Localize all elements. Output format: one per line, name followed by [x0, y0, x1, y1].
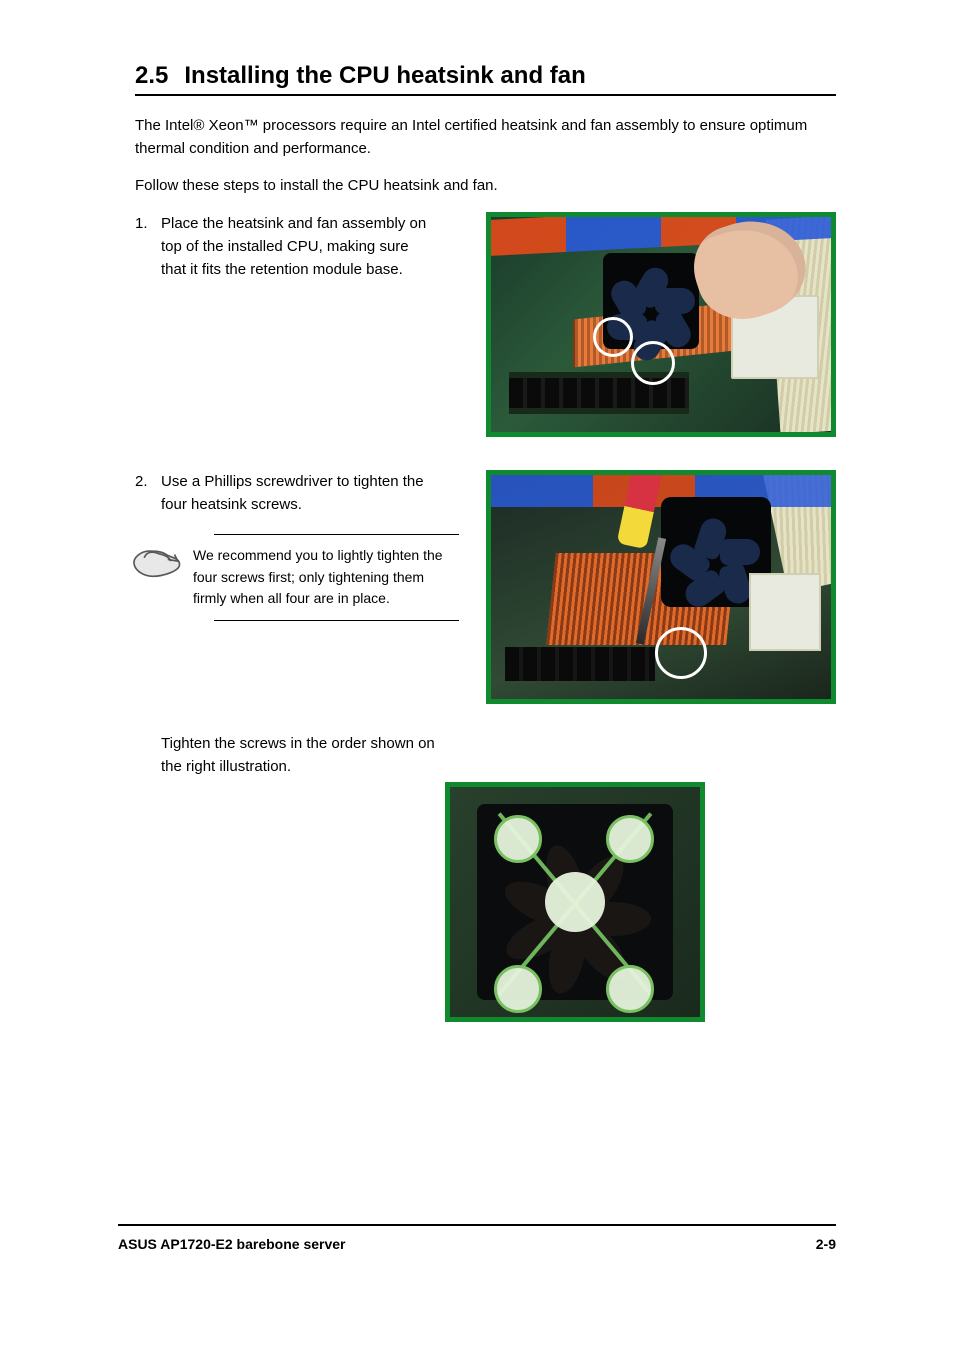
hand-pointer-icon [129, 541, 183, 588]
follow-paragraph: Follow these steps to install the CPU he… [135, 177, 836, 194]
photo-1-place-heatsink [486, 212, 836, 437]
step-1: 1. Place the heatsink and fan assembly o… [135, 212, 435, 282]
step-2-number: 2. [135, 470, 161, 517]
footer-page-number: 2-9 [816, 1236, 836, 1252]
note-rule-bottom [214, 620, 459, 621]
screw-overlay-icon [606, 815, 654, 863]
note-block: We recommend you to lightly tighten the … [129, 534, 459, 621]
step-1-text: Place the heatsink and fan assembly on t… [161, 212, 435, 282]
screw-overlay-icon [494, 815, 542, 863]
page-footer: ASUS AP1720-E2 barebone server 2-9 [118, 1224, 836, 1252]
highlight-circle-icon [593, 317, 633, 357]
photo-3-screw-order [445, 782, 705, 1022]
step-1-number: 1. [135, 212, 161, 282]
photo-2-tighten-screws [486, 470, 836, 704]
section-rule [135, 94, 836, 96]
hub-overlay-icon [545, 872, 605, 932]
section-number: 2.5 [135, 62, 168, 89]
note-text: We recommend you to lightly tighten the … [193, 545, 443, 610]
step-row-1: 1. Place the heatsink and fan assembly o… [135, 212, 836, 442]
step-2-text: Use a Phillips screwdriver to tighten th… [161, 470, 435, 517]
note-rule-top [214, 534, 459, 535]
step-2: 2. Use a Phillips screwdriver to tighten… [135, 470, 435, 517]
footer-left: ASUS AP1720-E2 barebone server [118, 1236, 345, 1252]
step-row-3: Tighten the screws in the order shown on… [135, 732, 836, 1023]
intro-paragraph: The Intel® Xeon™ processors require an I… [135, 114, 836, 161]
step-row-2: 2. Use a Phillips screwdriver to tighten… [135, 470, 836, 704]
footer-rule [118, 1224, 836, 1226]
step-3-text: Tighten the screws in the order shown on… [161, 732, 435, 779]
section-heading: Installing the CPU heatsink and fan [184, 62, 585, 89]
screw-overlay-icon [606, 965, 654, 1013]
highlight-circle-icon [655, 627, 707, 679]
section-title: 2.5 Installing the CPU heatsink and fan [135, 62, 836, 90]
step-3-number [135, 732, 161, 779]
screw-overlay-icon [494, 965, 542, 1013]
step-3: Tighten the screws in the order shown on… [135, 732, 435, 779]
highlight-circle-icon [631, 341, 675, 385]
